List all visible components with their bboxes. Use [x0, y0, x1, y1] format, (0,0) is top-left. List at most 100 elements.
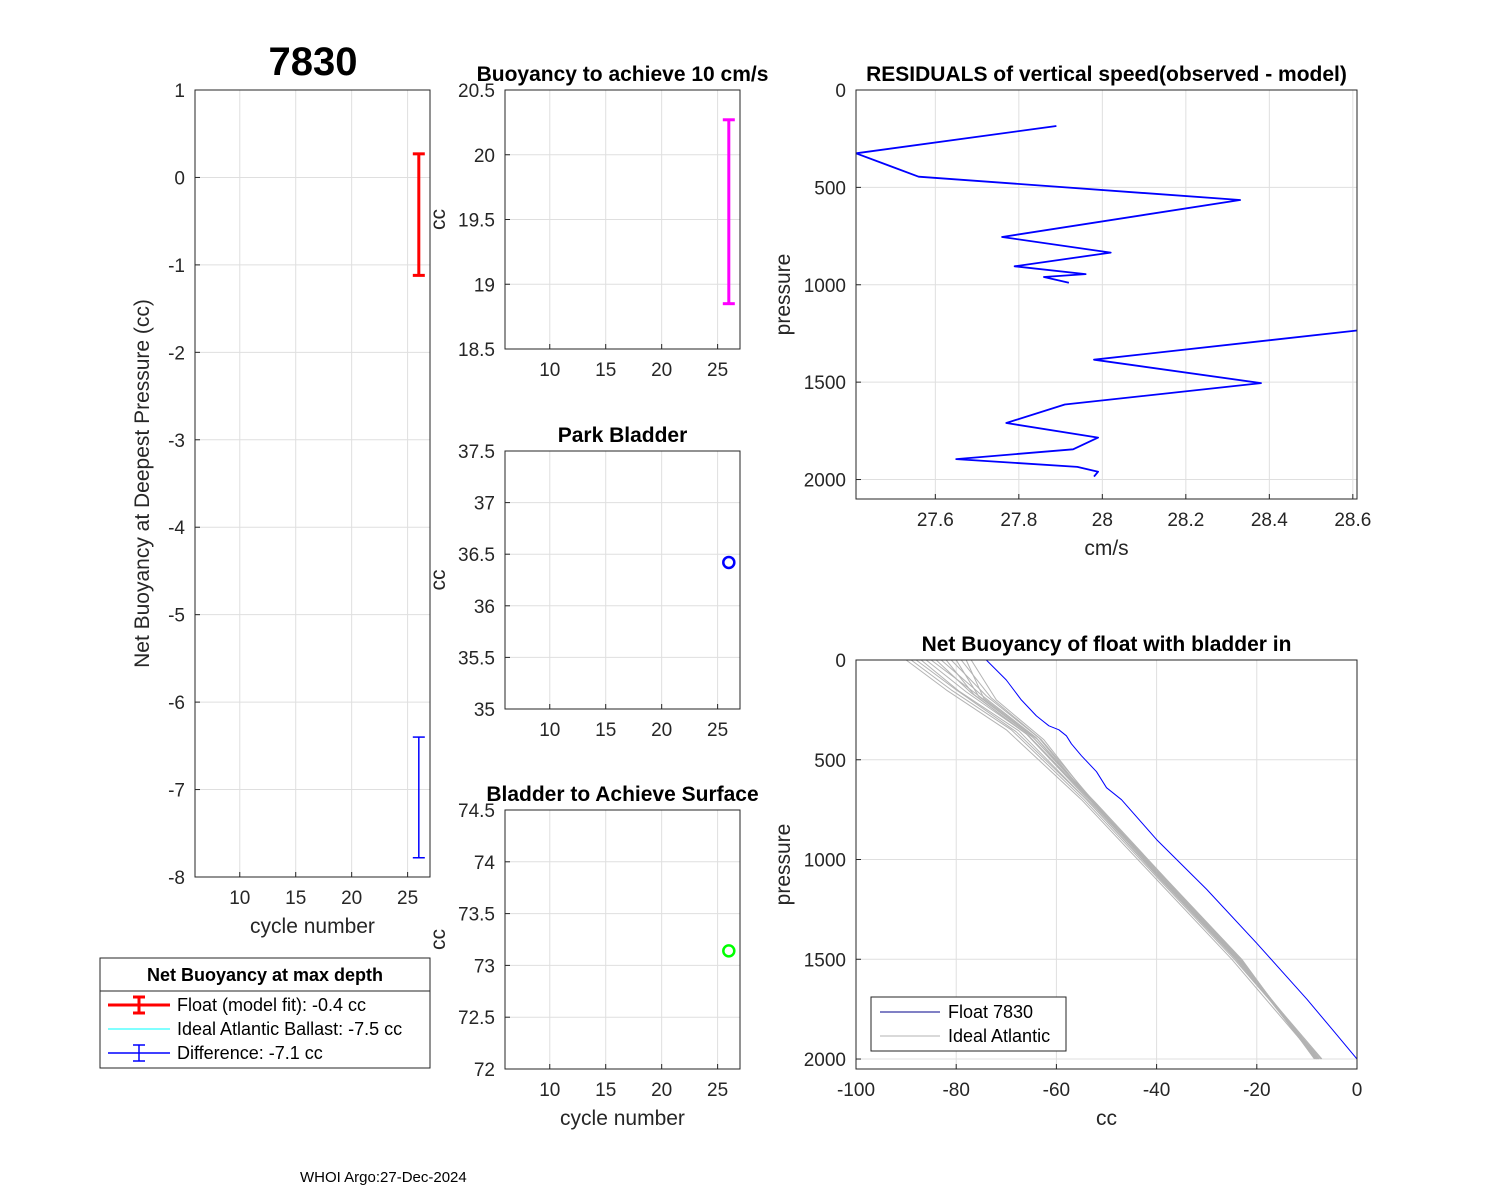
axes-frame: [855, 89, 1358, 500]
y-tick-label: -8: [168, 868, 185, 889]
x-tick-label: 28: [1092, 510, 1113, 531]
y-tick-label: 35.5: [458, 648, 495, 669]
panel-title: Net Buoyancy of float with bladder in: [922, 633, 1292, 656]
x-tick-label: 25: [397, 888, 418, 909]
y-tick-label: 0: [835, 651, 846, 672]
y-tick-label: -5: [168, 606, 185, 627]
errorbar-difference: [412, 736, 425, 859]
y-tick-label: 1500: [804, 373, 846, 394]
y-tick-label: 500: [814, 751, 846, 772]
axes-frame: [504, 450, 741, 710]
legend-entry-ideal-atlantic: Ideal Atlantic: [948, 1026, 1050, 1046]
panel-park-bladder: 10 15 20 25 35 35.5 36 36.5 37 37.5 Park Bladder cc: [427, 424, 741, 741]
x-tick-label: 20: [341, 888, 362, 909]
y-tick-label: 19.5: [458, 211, 495, 232]
x-tick-label: 25: [707, 1080, 728, 1101]
panel-title: Park Bladder: [558, 424, 688, 447]
panel-net-buoyancy-profile: -100 -80 -60 -40 -20 0 0 500 1000 1500 2000 Net Buo…: [772, 633, 1362, 1130]
y-tick-label: 2000: [804, 1050, 846, 1071]
x-tick-label: 28.4: [1251, 510, 1288, 531]
axes-frame: [855, 659, 1358, 1070]
data-point: [722, 944, 736, 958]
legend-net-buoyancy: Net Buoyancy at max depth Float (model f…: [99, 957, 431, 1069]
footer-text: WHOI Argo:27-Dec-2024: [300, 1169, 467, 1186]
plots-group: 10 15 20 25 -8 -7 -6 -5 -4 -3 -2 -1 0 1 cycle number Ne…: [131, 63, 1371, 1130]
y-tick-label: 0: [174, 168, 185, 189]
axes-frame: [504, 809, 741, 1070]
x-tick-label: 15: [595, 1080, 616, 1101]
y-axis-label: pressure: [772, 254, 795, 336]
x-tick-label: 15: [285, 888, 306, 909]
axes-frame: [194, 89, 431, 878]
x-tick-label: 10: [539, 1080, 560, 1101]
y-axis-label: cc: [427, 570, 450, 591]
x-tick-label: -80: [942, 1080, 969, 1101]
x-tick-label: 20: [651, 1080, 672, 1101]
y-tick-label: -6: [168, 693, 185, 714]
x-tick-label: 15: [595, 720, 616, 741]
series-line-ideal-atlantic: [910, 660, 1322, 1060]
x-tick-label: 20: [651, 360, 672, 381]
y-tick-label: -7: [168, 781, 185, 802]
legend-entry-float7830: Float 7830: [948, 1002, 1033, 1022]
y-tick-label: -2: [168, 343, 185, 364]
y-tick-label: 20: [474, 146, 495, 167]
panel-residuals: 27.6 27.8 28 28.2 28.4 28.6 0 500 1000 1500 2000 RE…: [772, 63, 1371, 560]
legend-entry-float: Float (model fit): -0.4 cc: [177, 995, 366, 1015]
errorbar-float-model-fit-: [412, 152, 425, 277]
y-tick-label: 37: [474, 494, 495, 515]
y-tick-label: 20.5: [458, 81, 495, 102]
y-tick-label: 1500: [804, 950, 846, 971]
y-tick-label: 73.5: [458, 905, 495, 926]
legend-entry-difference: Difference: -7.1 cc: [177, 1043, 323, 1063]
data-layer: [905, 660, 1357, 1060]
y-tick-label: 19: [474, 275, 495, 296]
y-tick-label: 72: [474, 1060, 495, 1081]
plot-area: [505, 810, 740, 1069]
series-line-ideal-atlantic: [905, 660, 1318, 1060]
y-tick-label: 18.5: [458, 340, 495, 361]
y-tick-label: -1: [168, 256, 185, 277]
y-tick-label: 0: [835, 81, 846, 102]
figure-title: 7830: [269, 40, 358, 84]
x-tick-label: 20: [651, 720, 672, 741]
series-line-ideal-atlantic: [965, 660, 1319, 1060]
plot-area: [505, 451, 740, 709]
x-axis-label: cycle number: [250, 915, 375, 938]
legend-box-profile: [870, 996, 1067, 1052]
x-tick-label: 25: [707, 360, 728, 381]
y-axis-label: pressure: [772, 824, 795, 906]
y-tick-label: -3: [168, 431, 185, 452]
x-tick-label: 28.2: [1167, 510, 1204, 531]
errorbar-buoyancy: [722, 118, 735, 306]
series-line-residual: [856, 125, 1241, 284]
data-layer: [856, 125, 1357, 478]
series-line-ideal-atlantic: [935, 660, 1318, 1060]
legend-box: [99, 957, 431, 1069]
y-tick-label: 1000: [804, 276, 846, 297]
series-line-float-7830: [985, 660, 1357, 1060]
x-axis-label: cm/s: [1084, 537, 1128, 560]
y-axis-label: cc: [427, 929, 450, 950]
legend-swatch-float: [108, 995, 170, 1015]
legend-profile: Float 7830 Ideal Atlantic: [870, 996, 1067, 1052]
data-point: [722, 555, 736, 570]
plot-area: [856, 90, 1357, 499]
x-tick-label: -40: [1143, 1080, 1170, 1101]
y-tick-label: 72.5: [458, 1008, 495, 1029]
y-tick-label: -4: [168, 518, 185, 539]
panel-title: Buoyancy to achieve 10 cm/s: [477, 63, 769, 86]
y-tick-label: 2000: [804, 471, 846, 492]
y-axis-label: cc: [427, 209, 450, 230]
series-line-ideal-atlantic: [920, 660, 1320, 1060]
y-tick-label: 37.5: [458, 442, 495, 463]
y-tick-label: 1000: [804, 851, 846, 872]
data-layer: [722, 944, 736, 958]
data-layer: [412, 152, 425, 859]
x-axis-label: cycle number: [560, 1107, 685, 1130]
y-tick-label: 500: [814, 178, 846, 199]
y-tick-label: 1: [174, 81, 185, 102]
